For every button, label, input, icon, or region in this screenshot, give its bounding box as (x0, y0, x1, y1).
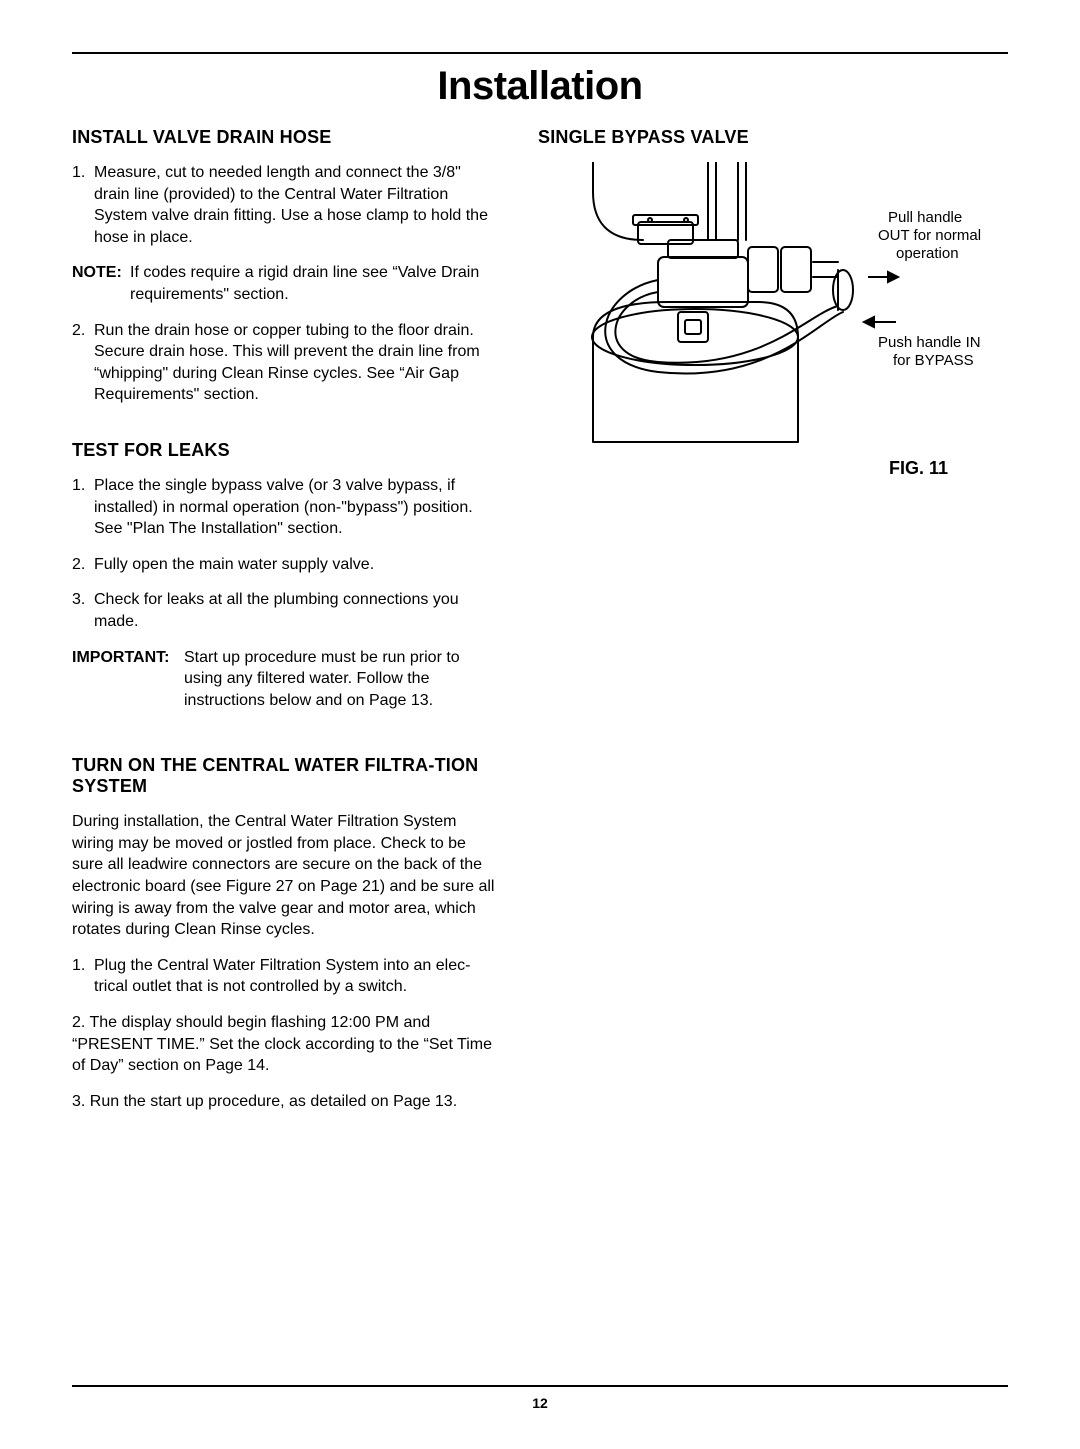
list-num: 2. (72, 320, 94, 406)
bypass-valve-diagram: Pull handle OUT for normal operation Pus… (538, 162, 1008, 452)
note-text: If codes require a rigid drain line see … (130, 262, 498, 305)
list-num: 1. (72, 475, 94, 540)
list-text: Fully open the main water supply valve. (94, 554, 498, 576)
note-block: NOTE: If codes require a rigid drain lin… (72, 262, 498, 305)
section-turn-on-system: TURN ON THE CENTRAL WATER FILTRA-TION SY… (72, 755, 498, 1112)
footer: 12 (72, 1385, 1008, 1411)
list-item: 2. Run the drain hose or copper tubing t… (72, 320, 498, 406)
figure-caption: FIG. 11 (538, 458, 1008, 479)
list-text: Run the drain hose or copper tubing to t… (94, 320, 498, 406)
bottom-rule (72, 1385, 1008, 1387)
page-title: Installation (72, 64, 1008, 109)
list-num: 2. (72, 554, 94, 576)
content-columns: INSTALL VALVE DRAIN HOSE 1. Measure, cut… (72, 127, 1008, 1126)
section-test-for-leaks: TEST FOR LEAKS 1. Place the single bypas… (72, 440, 498, 711)
left-column: INSTALL VALVE DRAIN HOSE 1. Measure, cut… (72, 127, 498, 1126)
anno-pull-l3: operation (896, 245, 959, 262)
page-number: 12 (72, 1395, 1008, 1411)
list-item: 1. Measure, cut to needed length and con… (72, 162, 498, 248)
section-heading: TURN ON THE CENTRAL WATER FILTRA-TION SY… (72, 755, 498, 797)
anno-push-l2: for BYPASS (893, 352, 974, 369)
important-label: IMPORTANT: (72, 647, 184, 712)
important-block: IMPORTANT: Start up procedure must be ru… (72, 647, 498, 712)
section-install-valve-drain-hose: INSTALL VALVE DRAIN HOSE 1. Measure, cut… (72, 127, 498, 406)
section-heading: SINGLE BYPASS VALVE (538, 127, 1008, 148)
anno-pull-l1: Pull handle (888, 209, 962, 226)
paragraph: 2. The display should begin flashing 12:… (72, 1012, 498, 1077)
figure-11: Pull handle OUT for normal operation Pus… (538, 162, 1008, 479)
list-text: Place the single bypass valve (or 3 valv… (94, 475, 498, 540)
right-column: SINGLE BYPASS VALVE (538, 127, 1008, 1126)
list-text: Check for leaks at all the plumbing conn… (94, 589, 498, 632)
paragraph: 3. Run the start up procedure, as detail… (72, 1091, 498, 1113)
list-num: 1. (72, 162, 94, 248)
list-num: 1. (72, 955, 94, 998)
top-rule (72, 52, 1008, 54)
list-item: 1. Plug the Central Water Filtration Sys… (72, 955, 498, 998)
list-item: 1. Place the single bypass valve (or 3 v… (72, 475, 498, 540)
list-text: Measure, cut to needed length and connec… (94, 162, 498, 248)
intro-paragraph: During installation, the Central Water F… (72, 811, 498, 941)
important-text: Start up procedure must be run prior to … (184, 647, 498, 712)
anno-push-l1: Push handle IN (878, 334, 981, 351)
list-text: Plug the Central Water Filtration System… (94, 955, 498, 998)
list-num: 3. (72, 589, 94, 632)
section-heading: INSTALL VALVE DRAIN HOSE (72, 127, 498, 148)
anno-pull-l2: OUT for normal (878, 227, 981, 244)
section-heading: TEST FOR LEAKS (72, 440, 498, 461)
note-label: NOTE: (72, 262, 130, 305)
list-item: 2. Fully open the main water supply valv… (72, 554, 498, 576)
list-item: 3. Check for leaks at all the plumbing c… (72, 589, 498, 632)
